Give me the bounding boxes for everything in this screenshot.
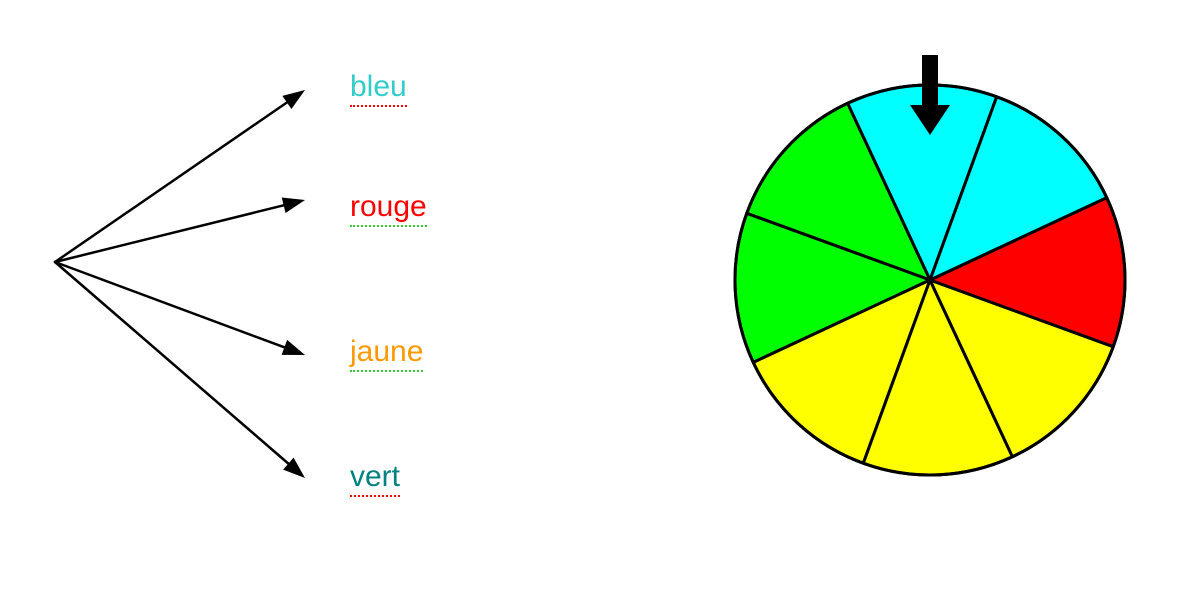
label-bleu: bleu [350,70,407,107]
label-jaune: jaune [350,335,423,372]
label-rouge-text: rouge [350,190,427,227]
diagram-canvas [0,0,1196,590]
label-vert-text: vert [350,460,400,497]
label-jaune-text: jaune [350,335,423,372]
label-bleu-text: bleu [350,70,407,107]
label-rouge: rouge [350,190,427,227]
label-vert: vert [350,460,400,497]
